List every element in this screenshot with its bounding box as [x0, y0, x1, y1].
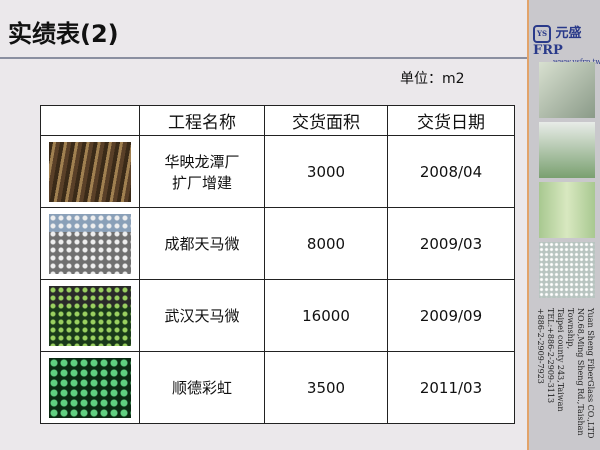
- area-cell: 3500: [264, 351, 388, 424]
- address-line: TEL:+886-2-2909-3113: [546, 308, 555, 404]
- company-sidebar: YS 元盛FRPwww.ysfrp.tw Yuan Sheng FiberGla…: [527, 0, 600, 450]
- project-table: 工程名称 交货面积 交货日期 华映龙潭厂扩厂增建 3000 2008/04 成都…: [40, 105, 515, 424]
- ys-logo-icon: YS: [533, 24, 551, 43]
- address-line: NO.68,Ming Sheng Rd.,Taishan Township,: [566, 308, 585, 436]
- area-cell: 8000: [264, 207, 388, 280]
- title-divider: [0, 57, 527, 59]
- address-line: Yuan Sheng FiberGlass CO.,LTD: [586, 308, 595, 439]
- project-photo: [49, 357, 131, 418]
- project-name: 顺德彩虹: [139, 351, 265, 424]
- company-address: Yuan Sheng FiberGlass CO.,LTD NO.68,Ming…: [535, 308, 595, 448]
- header-name: 工程名称: [139, 105, 265, 136]
- table-header: 工程名称 交货面积 交货日期: [40, 105, 515, 136]
- project-name: 华映龙潭厂: [164, 152, 240, 171]
- area-cell: 16000: [264, 279, 388, 352]
- project-name: 成都天马微: [139, 207, 265, 280]
- date-cell: 2011/03: [387, 351, 515, 424]
- table-row: 成都天马微 8000 2009/03: [40, 207, 515, 280]
- slide-title: 实绩表(2): [8, 20, 119, 48]
- project-photo: [49, 141, 131, 202]
- date-cell: 2009/03: [387, 207, 515, 280]
- date-cell: 2009/09: [387, 279, 515, 352]
- address-line: Taipei county 243,Taiwan: [556, 308, 565, 412]
- logo-text: 元盛FRP: [533, 26, 582, 58]
- project-name: 扩厂增建: [171, 173, 232, 192]
- header-area: 交货面积: [264, 105, 388, 136]
- website: www.ysfrp.tw: [553, 58, 600, 66]
- unit-label: 单位：m2: [400, 71, 465, 87]
- project-photo: [49, 213, 131, 274]
- tank-photo: [539, 182, 595, 238]
- company-logo: YS 元盛FRPwww.ysfrp.tw: [533, 22, 600, 66]
- project-name: 武汉天马微: [139, 279, 265, 352]
- date-cell: 2008/04: [387, 135, 515, 208]
- header-date: 交货日期: [387, 105, 515, 136]
- factory-photo: [539, 62, 595, 118]
- factory-photo: [539, 122, 595, 178]
- project-photo: [49, 285, 131, 346]
- area-cell: 3000: [264, 135, 388, 208]
- header-image: [40, 105, 140, 136]
- cleanroom-photo: [539, 242, 595, 298]
- table-row: 顺德彩虹 3500 2011/03: [40, 351, 515, 424]
- address-line: +886-2-2909-7923: [536, 308, 545, 384]
- table-row: 武汉天马微 16000 2009/09: [40, 279, 515, 352]
- table-row: 华映龙潭厂扩厂增建 3000 2008/04: [40, 135, 515, 208]
